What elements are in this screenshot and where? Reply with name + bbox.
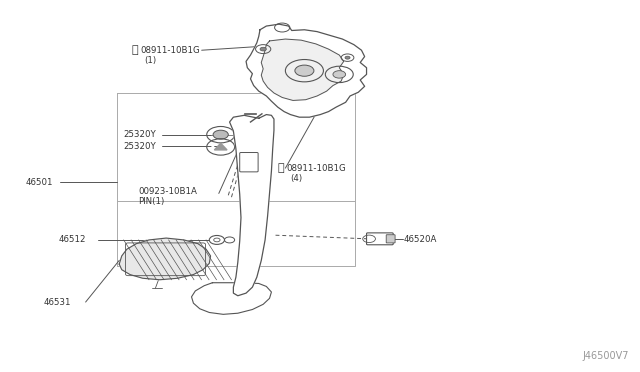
Text: 46520A: 46520A (403, 235, 436, 244)
Text: D: D (273, 73, 278, 78)
FancyBboxPatch shape (240, 153, 258, 172)
Circle shape (213, 130, 228, 139)
Text: 08911-10B1G: 08911-10B1G (287, 164, 346, 173)
Text: ⓝ: ⓝ (131, 45, 138, 55)
Polygon shape (214, 143, 227, 150)
Polygon shape (261, 39, 344, 100)
Polygon shape (246, 24, 367, 117)
Text: 46512: 46512 (58, 235, 86, 244)
Polygon shape (119, 238, 211, 280)
Text: 46531: 46531 (43, 298, 70, 307)
Circle shape (246, 129, 254, 133)
Circle shape (333, 71, 346, 78)
Text: (1): (1) (145, 56, 157, 65)
Text: 25320Y: 25320Y (124, 130, 156, 139)
Text: 08911-10B1G: 08911-10B1G (141, 46, 200, 55)
Text: PIN(1): PIN(1) (138, 197, 164, 206)
Polygon shape (191, 283, 271, 314)
FancyBboxPatch shape (386, 235, 395, 243)
FancyBboxPatch shape (367, 233, 393, 245)
Text: 00923-10B1A: 00923-10B1A (138, 187, 197, 196)
Polygon shape (230, 115, 274, 296)
Circle shape (295, 65, 314, 76)
Text: (4): (4) (291, 174, 303, 183)
Circle shape (260, 47, 266, 51)
Text: 46501: 46501 (26, 178, 53, 187)
Circle shape (345, 56, 350, 59)
Text: ⓝ: ⓝ (277, 163, 284, 173)
Text: 25320Y: 25320Y (124, 142, 156, 151)
Text: J46500V7: J46500V7 (582, 352, 628, 361)
